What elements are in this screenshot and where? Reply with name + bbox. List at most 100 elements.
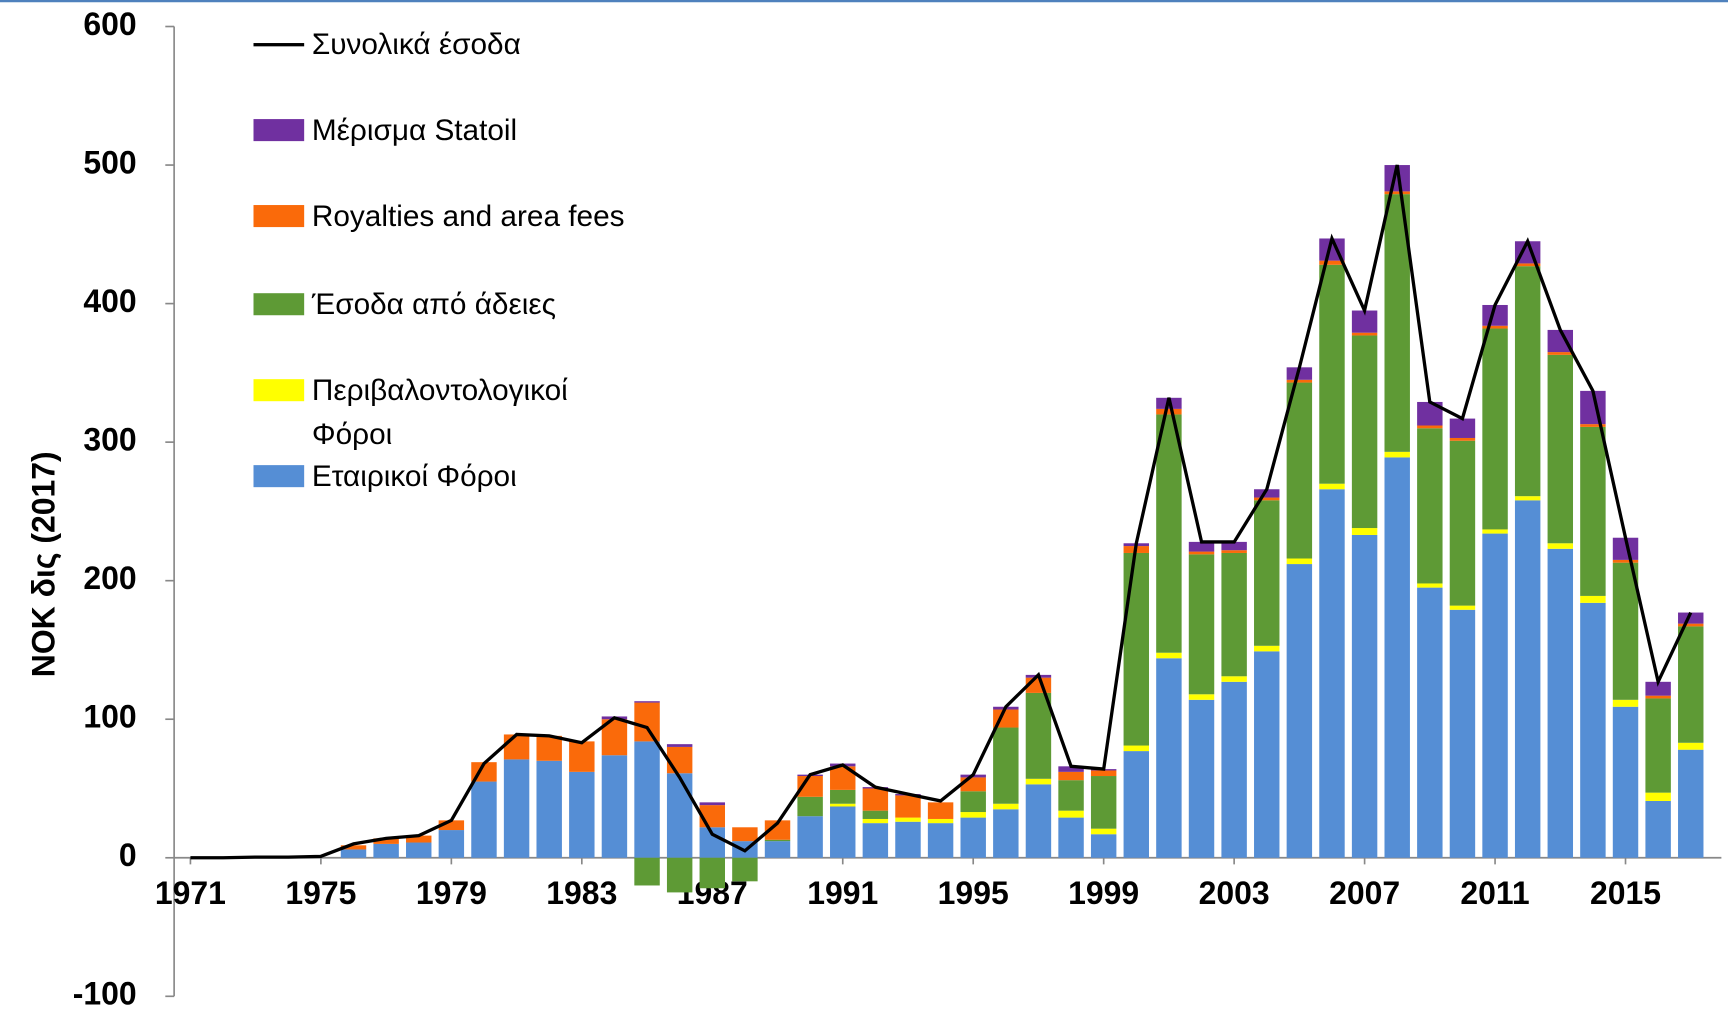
bar-segment	[699, 802, 726, 806]
bar-segment	[1449, 605, 1476, 610]
bar-segment	[1319, 489, 1345, 858]
bar-segment	[1580, 595, 1606, 603]
bar-segment	[1384, 457, 1410, 858]
bar-segment	[1156, 658, 1182, 858]
bar-segment	[1482, 325, 1508, 329]
bar-segment	[895, 817, 921, 822]
x-tick-label: 1991	[807, 875, 878, 911]
y-tick-label: 500	[83, 144, 136, 180]
bar-segment	[340, 845, 367, 850]
legend-label: Περιβαλοντολογικοί Φόροι	[311, 373, 568, 451]
legend-label: Εταιρικοί Φόροι	[311, 459, 517, 493]
bar-segment	[1090, 770, 1117, 777]
bar-segment	[862, 818, 889, 824]
bar-segment	[1188, 694, 1215, 700]
bar-segment	[1286, 382, 1313, 559]
bar-segment	[1547, 329, 1574, 353]
legend: Συνολικά έσοδα Μέρισμα Statoil Royalties a…	[253, 27, 631, 499]
bar-segment	[1156, 414, 1182, 653]
x-tick-label: 2003	[1199, 875, 1270, 911]
legend-entry: Royalties and area fees	[253, 198, 631, 238]
x-tick-label: 1999	[1068, 875, 1139, 911]
bar-segment	[1123, 745, 1150, 752]
bar-segment	[1482, 328, 1508, 530]
bar-segment	[438, 830, 465, 858]
y-tick-label: 100	[83, 699, 136, 735]
bar-segment	[732, 857, 758, 882]
bar-segment	[830, 766, 856, 790]
bar-segment	[373, 843, 399, 858]
bar-segment	[1188, 699, 1215, 858]
bar-segment	[1156, 652, 1182, 659]
bar-segment	[666, 744, 693, 747]
bar-segment	[862, 810, 889, 819]
legend-swatch	[253, 465, 305, 488]
bar-segment	[699, 857, 726, 889]
bar-segment	[1221, 550, 1247, 553]
bar-segment	[732, 827, 758, 842]
bar-segment	[1058, 810, 1084, 818]
bar-segment	[1025, 692, 1052, 779]
bar-segment	[1612, 699, 1639, 707]
plot-area: -100 0 100 200 300 400 500 600 1971 1975 1979 1983 1…	[73, 6, 1722, 1012]
bar-segment	[1351, 528, 1378, 535]
bar-segment	[536, 735, 562, 761]
bar-segment	[1678, 626, 1704, 743]
y-axis-label: NOK δις (2017)	[26, 451, 62, 677]
bar-segment	[1482, 529, 1508, 534]
bar-segment	[1449, 609, 1476, 858]
bar-segment	[1612, 562, 1639, 700]
bar-segment	[895, 821, 921, 858]
legend-label: Συνολικά έσοδα	[311, 27, 521, 61]
bar-segment	[1482, 304, 1508, 326]
bar-segment	[993, 803, 1019, 810]
bar-segment	[1156, 408, 1182, 415]
bar-segment	[1645, 792, 1671, 801]
bar-segment	[1123, 751, 1150, 858]
bar-segment	[993, 727, 1019, 804]
bar-segment	[1547, 352, 1574, 355]
x-tick-label: 1971	[155, 875, 226, 911]
bar-segment	[1384, 451, 1410, 458]
bar-segment	[1351, 335, 1378, 529]
y-tick-label: 200	[83, 560, 136, 596]
bar-segment	[1254, 651, 1280, 858]
y-tick-label: -100	[73, 976, 137, 1012]
bar-segment	[634, 857, 660, 886]
bar-segment	[1351, 534, 1378, 858]
bar-segment	[1319, 264, 1345, 484]
bar-segment	[1417, 587, 1443, 858]
bar-segment	[1025, 778, 1052, 785]
bar-segment	[601, 755, 628, 858]
bar-segment	[1254, 497, 1280, 501]
bar-segment	[862, 788, 889, 811]
bar-segment	[1254, 489, 1280, 498]
bar-segment	[406, 842, 432, 858]
bar-segment	[1286, 558, 1313, 565]
bar-segment	[1221, 681, 1247, 858]
bar-segment	[1417, 428, 1443, 584]
legend-label: Έσοδα από άδειες	[311, 287, 556, 321]
legend-entry: Εταιρικοί Φόροι	[253, 459, 631, 499]
bar-segment	[503, 734, 530, 760]
bar-segment	[830, 789, 856, 804]
bar-segment	[1188, 554, 1215, 695]
bar-segment	[1417, 425, 1443, 429]
bar-segment	[438, 820, 465, 831]
bar-segment	[1417, 401, 1443, 426]
bar-segment	[1351, 332, 1378, 336]
bar-segment	[764, 839, 791, 842]
bar-segment	[1645, 800, 1671, 858]
bar-segment	[1514, 500, 1541, 858]
x-tick-label: 1975	[285, 875, 356, 911]
bar-segment	[862, 823, 889, 858]
bar-segment	[1547, 548, 1574, 858]
bar-segment	[634, 701, 660, 703]
y-tick-label: 400	[83, 283, 136, 319]
bar-segment	[764, 820, 791, 840]
bar-segment	[1645, 681, 1671, 696]
bar-segment	[569, 771, 595, 858]
bar-segment	[1319, 260, 1345, 265]
bar-segment	[1449, 437, 1476, 441]
bar-segment	[1221, 676, 1247, 682]
